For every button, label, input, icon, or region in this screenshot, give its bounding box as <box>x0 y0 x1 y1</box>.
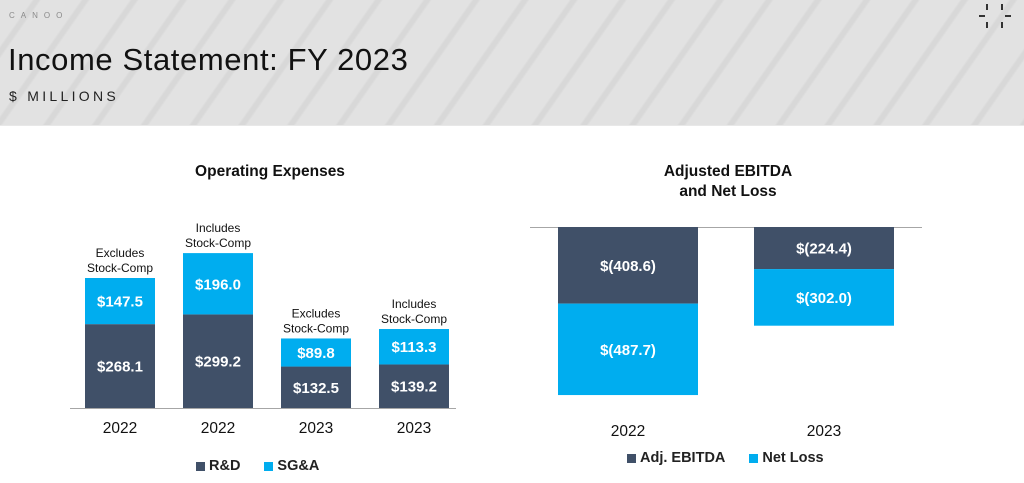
x-tick-label-1: 2022 <box>201 420 235 437</box>
data-label-rd-1: $299.2 <box>195 354 241 371</box>
x-tick-label-0: 2022 <box>611 423 645 440</box>
data-label-rd-0: $268.1 <box>97 359 143 376</box>
annotation-line1-2: Excludes <box>292 306 341 320</box>
bar-adj-ebitda-1 <box>754 227 894 270</box>
data-label-net-loss-0: $(487.7) <box>600 342 656 359</box>
bar-sga-0 <box>85 278 155 325</box>
legend-item-net-loss: Net Loss <box>749 450 824 466</box>
opex-chart-title: Operating Expenses <box>195 163 345 180</box>
header-band: CANOO Income Statement: FY 2023 $ MILLIO… <box>0 0 1024 126</box>
page-subtitle: $ MILLIONS <box>9 88 120 104</box>
legend-swatch-net-loss <box>749 453 759 463</box>
bar-rd-3 <box>379 364 449 408</box>
bar-rd-1 <box>183 314 253 408</box>
x-tick-label-2: 2023 <box>299 420 333 437</box>
legend-label-sga: SG&A <box>277 458 320 474</box>
data-label-net-loss-1: $(302.0) <box>796 290 852 307</box>
legend-swatch-adj-ebitda <box>627 453 636 463</box>
data-label-sga-3: $113.3 <box>391 339 436 356</box>
annotation-line2-2: Stock-Comp <box>283 321 349 335</box>
x-tick-label-3: 2023 <box>397 420 431 437</box>
legend-swatch-sga <box>264 461 274 471</box>
annotation-line2-3: Stock-Comp <box>381 312 447 326</box>
ebitda-chart-title: Adjusted EBITDA and Net Loss <box>600 162 856 202</box>
bar-net-loss-1 <box>754 269 894 326</box>
annotation-line1-3: Includes <box>392 297 437 311</box>
annotation-line1-0: Excludes <box>96 246 145 260</box>
data-label-rd-3: $139.2 <box>391 379 437 396</box>
x-tick-label-1: 2023 <box>807 423 841 440</box>
ebitda-title-line2: and Net Loss <box>679 183 777 200</box>
annotation-line2-0: Stock-Comp <box>87 261 153 275</box>
data-label-adj-ebitda-0: $(408.6) <box>600 258 656 275</box>
bar-rd-2 <box>281 366 351 408</box>
ebitda-title-line1: Adjusted EBITDA <box>663 163 793 180</box>
bar-sga-3 <box>379 329 449 365</box>
ebitda-chart: $(408.6) $(487.7) 2022 $(224.4) $(302.0) 2023 <box>530 227 922 440</box>
data-label-sga-0: $147.5 <box>97 294 143 311</box>
legend-swatch-rd <box>196 461 205 471</box>
crosshair-icon <box>976 0 1016 30</box>
annotation-line1-1: Includes <box>196 221 241 235</box>
bar-adj-ebitda-0 <box>558 227 698 304</box>
bar-rd-0 <box>85 324 155 408</box>
opex-legend: R&D SG&A <box>196 458 343 474</box>
legend-label-net-loss: Net Loss <box>762 450 824 466</box>
legend-item-sga: SG&A <box>264 458 319 474</box>
legend-label-rd: R&D <box>209 458 241 474</box>
opex-chart: $268.1$147.5ExcludesStock-Comp2022$299.2… <box>70 221 456 437</box>
data-label-adj-ebitda-1: $(224.4) <box>796 241 852 258</box>
data-label-sga-2: $89.8 <box>297 345 335 362</box>
legend-item-adj-ebitda: Adj. EBITDA <box>627 450 725 466</box>
data-label-sga-1: $196.0 <box>195 276 241 293</box>
data-label-rd-2: $132.5 <box>293 380 339 397</box>
legend-label-adj-ebitda: Adj. EBITDA <box>640 450 726 466</box>
bar-sga-2 <box>281 338 351 367</box>
page-title: Income Statement: FY 2023 <box>8 42 409 77</box>
legend-item-rd: R&D <box>196 458 240 474</box>
ebitda-legend: Adj. EBITDA Net Loss <box>627 450 848 466</box>
bar-sga-1 <box>183 253 253 315</box>
annotation-line2-1: Stock-Comp <box>185 236 251 250</box>
brand-logo-text: CANOO <box>9 11 69 20</box>
x-tick-label-0: 2022 <box>103 420 137 437</box>
bar-net-loss-0 <box>558 303 698 396</box>
